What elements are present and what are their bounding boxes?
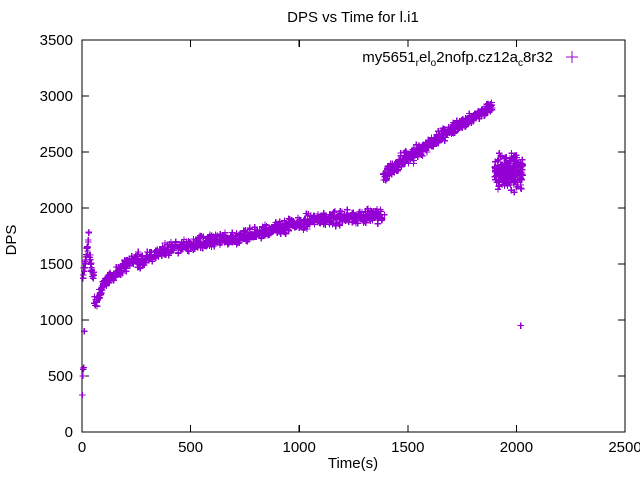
data-points-layer xyxy=(79,99,527,399)
y-tick-label: 3000 xyxy=(40,88,73,105)
y-tick-label: 500 xyxy=(48,368,73,385)
x-tick-label: 1500 xyxy=(391,439,424,456)
y-tick-label: 3500 xyxy=(40,32,73,49)
plot-border xyxy=(81,39,626,433)
x-tick-label: 0 xyxy=(78,439,86,456)
legend[interactable]: my5651relo2nofp.cz12ac8r32 xyxy=(362,49,578,69)
y-tick-label: 1500 xyxy=(40,256,73,273)
x-tick-label: 500 xyxy=(178,439,203,456)
y-axis-label: DPS xyxy=(3,225,20,256)
x-tick-label: 2000 xyxy=(500,439,533,456)
y-tick-label: 0 xyxy=(65,424,73,441)
x-axis-label: Time(s) xyxy=(328,455,378,472)
y-tick-label: 2500 xyxy=(40,144,73,161)
plot-frame xyxy=(81,39,626,433)
y-axis-ticks: 0 500 1000 1500 2000 2500 3000 3500 xyxy=(40,32,625,441)
legend-series-label: my5651relo2nofp.cz12ac8r32 xyxy=(362,49,553,69)
chart-title: DPS vs Time for l.i1 xyxy=(287,9,419,26)
y-tick-label: 1000 xyxy=(40,312,73,329)
x-axis-ticks: 0 500 1000 1500 2000 2500 xyxy=(78,40,640,456)
y-tick-label: 2000 xyxy=(40,200,73,217)
x-tick-label: 1000 xyxy=(283,439,316,456)
legend-marker-plus xyxy=(566,51,578,63)
x-tick-label: 2500 xyxy=(608,439,640,456)
